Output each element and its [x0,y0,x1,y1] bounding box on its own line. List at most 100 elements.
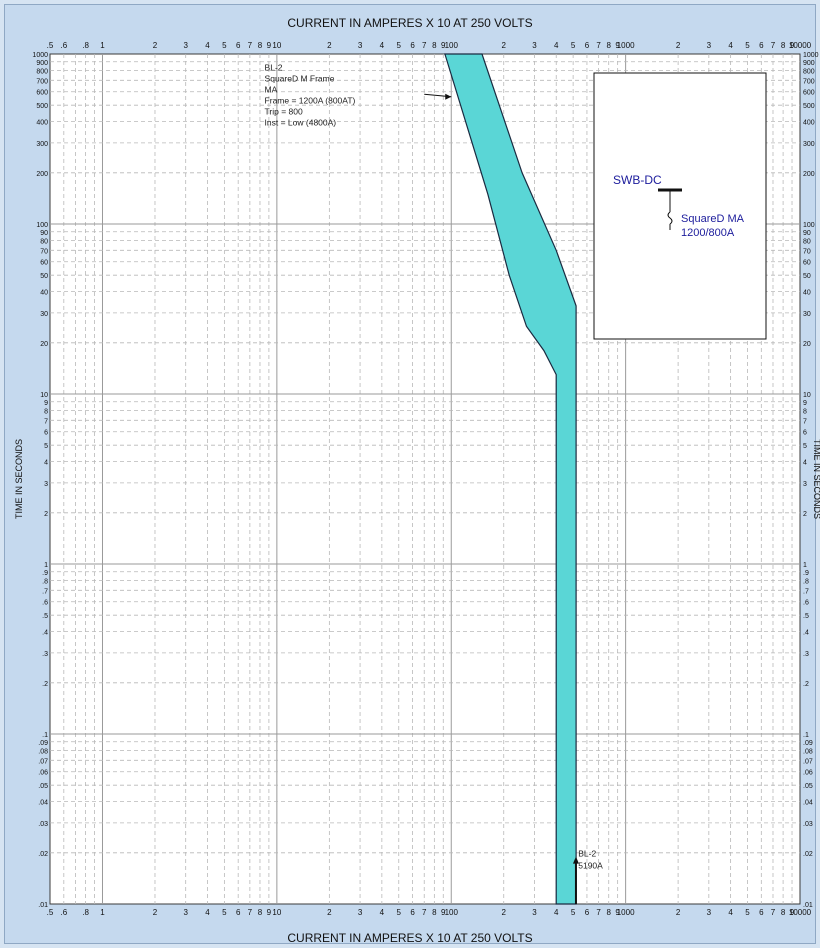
y-tick-label-left: 600 [36,90,48,97]
x-tick-label-bottom: 2 [676,908,681,917]
fault-marker-arrowhead [572,856,579,864]
y-tick-label-right: 10 [803,392,811,399]
x-tick-label-bottom: 7 [422,908,427,917]
x-tick-label-bottom: 2 [327,908,332,917]
x-tick-label-top: 8 [432,41,437,50]
x-tick-label-top: 7 [596,41,601,50]
x-tick-label-bottom: 4 [205,908,210,917]
y-tick-label-right: 1 [803,562,807,569]
y-tick-label-right: 400 [803,120,815,127]
y-tick-label-left: 10 [40,392,48,399]
y-tick-label-left: .4 [42,630,48,637]
y-tick-label-left: .02 [38,851,48,858]
x-tick-label-top: 9 [267,41,272,50]
y-tick-label-left: 400 [36,120,48,127]
x-tick-label-bottom: .6 [60,908,67,917]
x-tick-label-bottom: 5 [571,908,576,917]
y-tick-label-right: 3 [803,481,807,488]
y-tick-label-right: .08 [803,748,813,755]
x-tick-label-bottom: 4 [554,908,559,917]
y-tick-label-right: 9 [803,400,807,407]
x-tick-label-top: 9 [790,41,795,50]
x-tick-label-top: .5 [47,41,54,50]
y-tick-label-right: 800 [803,68,815,75]
bottom-axis-title: CURRENT IN AMPERES X 10 AT 250 VOLTS [287,931,533,945]
y-tick-label-left: 2 [44,511,48,518]
y-tick-label-right: .05 [803,783,813,790]
y-tick-label-right: .06 [803,770,813,777]
y-tick-label-right: .07 [803,758,813,765]
y-tick-label-left: .5 [42,613,48,620]
x-tick-label-bottom: 6 [585,908,590,917]
y-tick-label-right: 300 [803,141,815,148]
y-tick-label-left: .08 [38,748,48,755]
fault-label-line: 5190A [578,861,603,871]
x-tick-label-top: 2 [502,41,507,50]
x-tick-label-bottom: 3 [358,908,363,917]
x-tick-label-top: 5 [745,41,750,50]
y-tick-label-right: 700 [803,78,815,85]
device-label-line: MA [265,84,278,94]
x-tick-label-top: 8 [258,41,263,50]
y-tick-label-right: 50 [803,273,811,280]
device-label-line: Inst = Low (4800A) [265,117,337,127]
x-tick-label-top: 100 [445,41,459,50]
x-tick-label-top: 2 [676,41,681,50]
y-tick-label-left: .2 [42,681,48,688]
y-tick-label-right: 60 [803,260,811,267]
x-tick-label-bottom: 2 [502,908,507,917]
x-tick-label-top: 7 [771,41,776,50]
y-tick-label-left: 50 [40,273,48,280]
y-tick-label-right: 100 [803,222,815,229]
y-axis-title-left: TIME IN SECONDS [14,439,24,519]
y-tick-label-right: .6 [803,600,809,607]
x-tick-label-bottom: 4 [728,908,733,917]
x-tick-label-bottom: 9 [790,908,795,917]
x-tick-label-top: 3 [183,41,188,50]
y-tick-label-left: .1 [42,732,48,739]
y-tick-label-right: 1000 [803,52,819,59]
y-tick-label-left: 900 [36,60,48,67]
x-tick-label-top: 9 [615,41,620,50]
x-tick-label-top: 5 [571,41,576,50]
x-tick-label-bottom: 1000 [617,908,635,917]
y-tick-label-left: 1000 [32,52,48,59]
y-tick-label-right: 40 [803,290,811,297]
x-tick-label-bottom: 1 [100,908,105,917]
y-tick-label-left: .7 [42,588,48,595]
y-tick-label-left: .9 [42,570,48,577]
x-tick-label-bottom: 3 [183,908,188,917]
y-tick-label-right: .5 [803,613,809,620]
y-tick-label-left: .07 [38,758,48,765]
x-tick-label-bottom: 8 [781,908,786,917]
y-tick-label-right: .03 [803,821,813,828]
y-tick-label-left: .8 [42,578,48,585]
x-tick-label-bottom: 5 [222,908,227,917]
y-tick-label-right: .1 [803,732,809,739]
y-tick-label-left: 300 [36,141,48,148]
x-tick-label-bottom: 8 [606,908,611,917]
y-tick-label-left: 30 [40,311,48,318]
x-tick-label-bottom: 5 [397,908,402,917]
x-tick-label-bottom: 7 [596,908,601,917]
x-tick-label-top: .6 [60,41,67,50]
y-tick-label-right: .01 [803,902,813,909]
x-tick-label-top: 2 [327,41,332,50]
x-tick-label-top: 2 [153,41,158,50]
y-axis-title-right: TIME IN SECONDS [812,439,820,519]
y-tick-label-right: 80 [803,238,811,245]
x-tick-label-bottom: 9 [615,908,620,917]
x-tick-label-top: 9 [441,41,446,50]
x-tick-label-top: 5 [397,41,402,50]
device-label-line: SquareD M Frame [265,73,335,83]
y-tick-label-left: .04 [38,800,48,807]
y-tick-label-right: 2 [803,511,807,518]
y-tick-label-left: 9 [44,400,48,407]
x-tick-label-bottom: 100 [445,908,459,917]
y-tick-label-left: .01 [38,902,48,909]
y-tick-label-right: 8 [803,408,807,415]
x-tick-label-top: 1000 [617,41,635,50]
x-tick-label-bottom: 3 [707,908,712,917]
x-tick-label-bottom: 7 [771,908,776,917]
